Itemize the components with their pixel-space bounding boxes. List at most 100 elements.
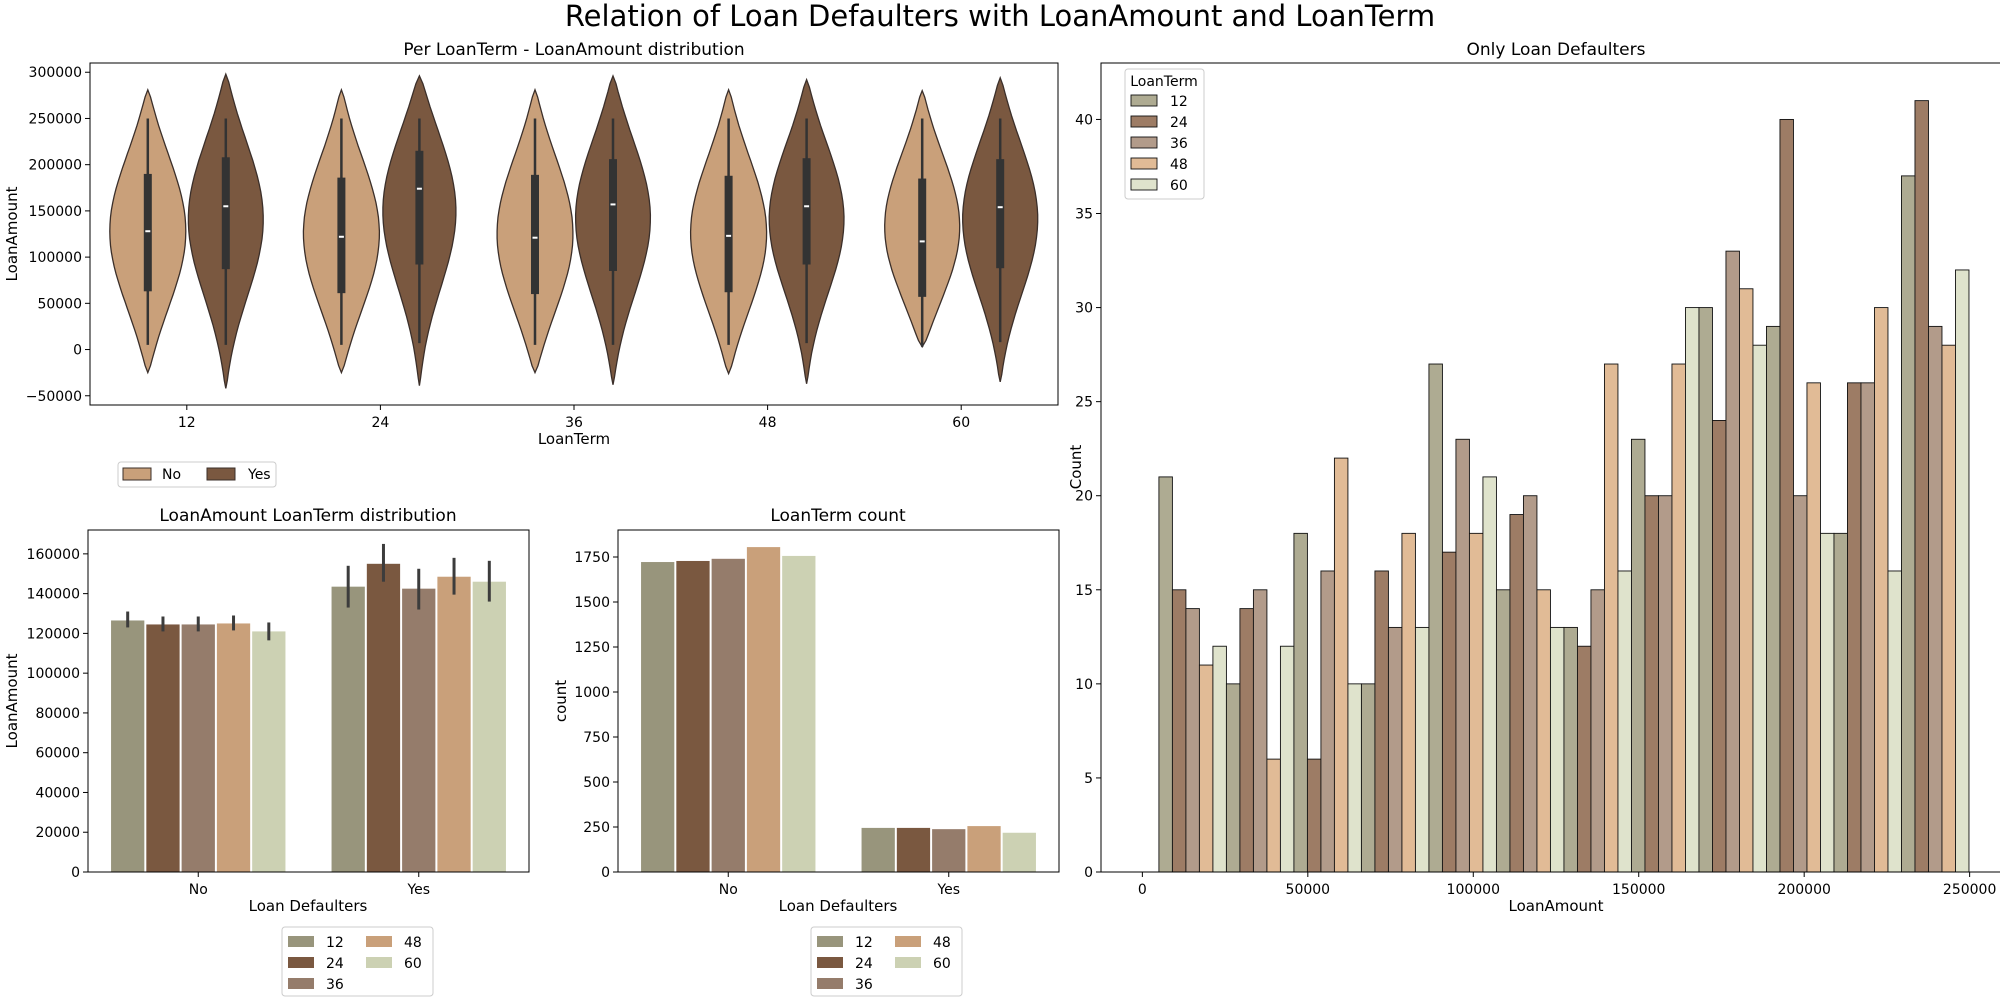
violin-iqr-box [918, 178, 927, 297]
bar-no-term-36 [181, 624, 215, 872]
bar-no-term-60 [782, 555, 816, 872]
legend-label-48: 48 [404, 935, 422, 951]
count-bar-x-ticks: No Yes [719, 872, 960, 898]
hist-bar-term-24 [1374, 570, 1389, 873]
violin-iqr-box [724, 175, 733, 293]
violin-iqr-box [609, 159, 617, 271]
bar-yes-term-36 [402, 588, 436, 872]
hist-bar-term-48 [1941, 344, 1956, 873]
figure-title: Relation of Loan Defaulters with LoanAmo… [565, 0, 1435, 33]
legend-label-60: 60 [1170, 178, 1188, 194]
x-tick-label: No [189, 882, 208, 898]
y-tick-label: 100000 [29, 250, 82, 266]
violin-y-label: LoanAmount [3, 186, 21, 281]
legend-label-no: No [162, 467, 181, 483]
bar-no-term-36 [711, 558, 745, 872]
y-tick-label: 120000 [27, 626, 80, 642]
y-tick-label: 15 [1075, 583, 1093, 599]
histogram-y-ticks: 0 5 10 15 20 25 30 35 40 [1075, 112, 1101, 881]
y-tick-label: 750 [583, 730, 610, 746]
hist-bar-term-36 [1928, 325, 1943, 873]
legend-label-12: 12 [326, 935, 344, 951]
legend-swatch-48 [895, 936, 921, 947]
amount-bar-title: LoanAmount LoanTerm distribution [159, 506, 456, 526]
legend-label-48: 48 [1170, 157, 1188, 173]
histogram-panel: Only Loan Defaulters 0 5 10 15 20 25 30 35 40 0 5… [1067, 40, 2000, 915]
count-bar-title: LoanTerm count [770, 506, 906, 526]
x-tick-label: 60 [952, 415, 970, 431]
y-tick-label: 300000 [29, 65, 82, 81]
count-bar-x-label: Loan Defaulters [779, 897, 898, 915]
amount-bar-legend: 12 24 36 48 60 [281, 926, 434, 997]
legend-swatch-36 [288, 978, 314, 989]
count-bar-y-label: count [552, 680, 570, 722]
bar-yes-term-12 [331, 586, 365, 872]
legend-swatch-48 [366, 936, 392, 947]
bar-yes-term-48 [437, 576, 471, 872]
y-tick-label: 1250 [574, 640, 610, 656]
bar-no-term-24 [676, 560, 710, 872]
legend-swatch-yes [206, 467, 236, 481]
y-tick-label: 35 [1075, 207, 1093, 223]
hist-bar-term-12 [1360, 683, 1376, 873]
hist-bar-term-60 [1212, 645, 1227, 873]
bar-yes-term-24 [896, 827, 931, 872]
hist-bar-term-60 [1279, 645, 1295, 873]
y-tick-label: 200000 [29, 158, 82, 174]
y-tick-label: 25 [1075, 395, 1093, 411]
y-tick-label: 80000 [35, 706, 80, 722]
y-tick-label: 1750 [574, 550, 610, 566]
legend-swatch-no [122, 467, 152, 481]
legend-swatch-48 [1130, 157, 1158, 170]
y-tick-label: 250 [583, 820, 610, 836]
hist-bar-term-24 [1847, 382, 1862, 873]
y-tick-label: 10 [1075, 677, 1093, 693]
hist-bar-term-48 [1739, 288, 1754, 873]
x-tick-label: 12 [178, 415, 196, 431]
hist-bar-term-12 [1225, 683, 1241, 873]
bar-yes-term-12 [861, 827, 895, 872]
hist-bar-term-24 [1171, 589, 1187, 873]
y-tick-label: 0 [1084, 865, 1093, 881]
histogram-y-label: Count [1067, 445, 1085, 490]
y-tick-label: 1500 [574, 595, 610, 611]
legend-label-36: 36 [1170, 136, 1188, 152]
hist-bar-term-48 [1603, 363, 1619, 873]
legend-swatch-60 [366, 957, 392, 968]
hist-bar-term-60 [1820, 532, 1835, 873]
x-tick-label: 48 [759, 415, 777, 431]
y-tick-label: 1000 [574, 685, 610, 701]
hist-bar-term-60 [1752, 344, 1767, 873]
legend-label-12: 12 [855, 935, 873, 951]
count-bar-legend: 12 24 36 48 60 [810, 926, 963, 997]
hist-bar-term-48 [1333, 457, 1349, 873]
hist-bar-term-60 [1549, 626, 1565, 873]
bar-no-term-24 [146, 624, 180, 872]
y-tick-label: 50000 [37, 296, 82, 312]
violin-iqr-box [221, 157, 230, 270]
hist-bar-term-24 [1509, 514, 1524, 873]
violin-iqr-box [802, 158, 811, 265]
hist-bar-term-36 [1657, 495, 1673, 873]
violin-plot-frame [89, 62, 1059, 406]
hist-bar-term-12 [1158, 476, 1173, 873]
legend-label-24: 24 [326, 956, 344, 972]
hist-bar-term-48 [1874, 307, 1889, 873]
bar-no-term-48 [746, 547, 781, 872]
hist-bar-term-36 [1793, 495, 1808, 873]
hist-bar-term-48 [1806, 382, 1821, 873]
legend-label-48: 48 [933, 935, 951, 951]
hist-bar-term-36 [1860, 382, 1875, 873]
violin-legend-frame [117, 461, 277, 488]
bar-yes-term-24 [366, 563, 401, 872]
hist-bar-term-12 [1833, 532, 1848, 873]
y-tick-label: 250000 [29, 111, 82, 127]
legend-label-60: 60 [404, 956, 422, 972]
legend-swatch-24 [817, 957, 843, 968]
histogram-legend: LoanTerm 12 24 36 48 60 [1124, 68, 1205, 200]
hist-bar-term-12 [1495, 589, 1511, 873]
y-tick-label: 160000 [27, 547, 80, 563]
amount-bar-x-ticks: No Yes [189, 872, 430, 898]
legend-swatch-36 [1130, 136, 1158, 149]
hist-bar-term-48 [1536, 589, 1551, 873]
